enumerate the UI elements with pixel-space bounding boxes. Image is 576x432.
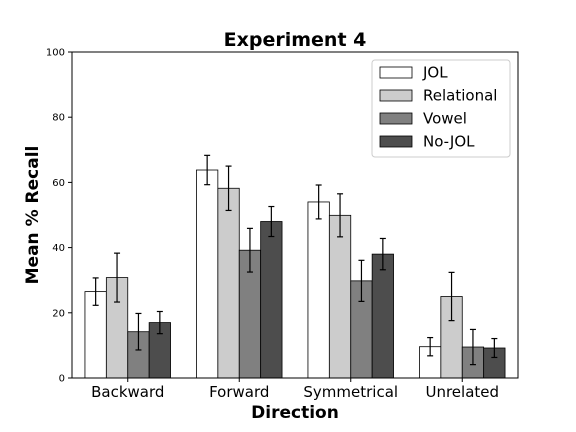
legend-label: Relational [423, 87, 497, 105]
legend-swatch [379, 112, 413, 125]
x-tick-label: Unrelated [425, 383, 499, 401]
bar [328, 214, 352, 379]
legend-box [371, 59, 511, 158]
y-tick-label: 0 [59, 374, 65, 385]
bars-layer [84, 154, 506, 379]
x-axis-label: Direction [251, 403, 339, 423]
y-tick-label: 100 [46, 48, 65, 59]
y-tick-label: 60 [52, 178, 65, 189]
y-axis-label: Mean % Recall [23, 146, 43, 285]
legend: JOL Relational Vowel No-JOL [371, 59, 511, 158]
x-tick-label: Backward [91, 383, 164, 401]
x-tick-label: Symmetrical [303, 383, 398, 401]
bar [217, 187, 240, 379]
legend-label: No-JOL [423, 133, 475, 151]
bar [371, 253, 394, 379]
x-axis: Backward Forward Symmetrical Unrelated [91, 378, 499, 401]
bar [260, 221, 283, 379]
legend-label: Vowel [423, 110, 467, 128]
y-tick-label: 40 [52, 243, 65, 254]
y-axis: 0 20 40 60 80 100 [46, 48, 72, 385]
bar [307, 201, 330, 379]
legend-swatch [379, 135, 413, 148]
legend-swatch [379, 89, 413, 102]
x-tick-label: Forward [209, 383, 269, 401]
chart-title: Experiment 4 [224, 29, 367, 51]
y-tick-label: 80 [52, 113, 65, 124]
bar [196, 169, 219, 379]
y-tick-label: 20 [52, 308, 65, 319]
plot-frame [71, 51, 519, 379]
legend-label: JOL [422, 64, 448, 82]
legend-swatch [379, 66, 413, 79]
